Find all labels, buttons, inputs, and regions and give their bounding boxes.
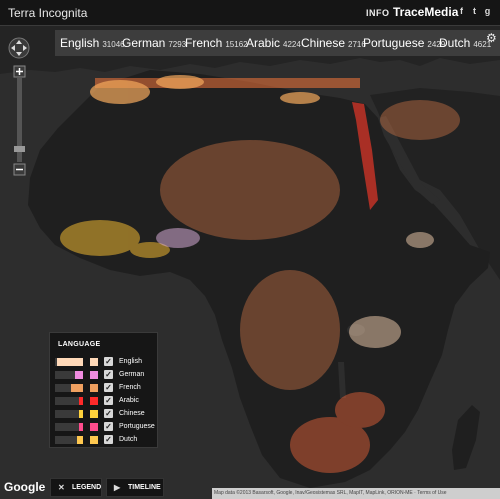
language-filter-english[interactable]: English 31046: [60, 36, 125, 50]
language-filter-german[interactable]: German 7293: [122, 36, 187, 50]
legend-color-swatch: [90, 423, 98, 431]
legend-panel: LANGUAGE ✓ English ✓ German ✓ French ✓ Arabic ✓ C…: [49, 332, 158, 448]
legend-item-french[interactable]: ✓ French: [55, 383, 155, 393]
language-filter-portuguese[interactable]: Portuguese 2429: [363, 36, 446, 50]
legend-label: Dutch: [119, 436, 138, 443]
language-filter-arabic[interactable]: Arabic 4224: [246, 36, 301, 50]
west-africa-cluster: [60, 220, 170, 258]
lake-tanganyika: [338, 362, 346, 398]
legend-swatch-track: [55, 371, 83, 379]
tweet-density-layer: [60, 75, 460, 473]
legend-swatch: [79, 410, 83, 418]
close-icon: ✕: [58, 483, 65, 492]
legend-swatch-track: [55, 397, 83, 405]
zoom-control: [8, 37, 30, 176]
legend-checkbox[interactable]: ✓: [104, 383, 113, 392]
legend-item-chinese[interactable]: ✓ Chinese: [55, 409, 155, 419]
facebook-icon[interactable]: f: [460, 6, 463, 16]
legend-swatch: [75, 371, 83, 379]
legend-checkbox[interactable]: ✓: [104, 422, 113, 431]
legend-button[interactable]: ✕ LEGEND: [50, 478, 102, 497]
legend-swatch-track: [55, 384, 83, 392]
zoom-slider-handle[interactable]: [14, 146, 25, 152]
info-link[interactable]: INFO: [366, 8, 390, 18]
lake-victoria: [347, 324, 365, 336]
top-bar: Terra Incognita INFO TraceMedia f t g: [0, 0, 500, 26]
legend-swatch: [79, 423, 83, 431]
legend-swatch: [71, 384, 83, 392]
legend-label: French: [119, 384, 141, 391]
legend-item-english[interactable]: ✓ English: [55, 357, 155, 367]
legend-checkbox[interactable]: ✓: [104, 435, 113, 444]
legend-swatch: [57, 358, 83, 366]
madagascar-landmass: [452, 405, 480, 470]
brand-logo[interactable]: TraceMedia: [393, 5, 459, 19]
southern-africa-cluster: [290, 392, 385, 473]
language-filter-french[interactable]: French 15162: [185, 36, 248, 50]
gear-icon[interactable]: ⚙: [486, 31, 497, 45]
zoom-slider-track[interactable]: [17, 78, 22, 162]
legend-swatch-track: [55, 423, 83, 431]
legend-color-swatch: [90, 397, 98, 405]
legend-checkbox[interactable]: ✓: [104, 357, 113, 366]
legend-swatch-track: [55, 436, 83, 444]
legend-item-german[interactable]: ✓ German: [55, 370, 155, 380]
legend-item-portuguese[interactable]: ✓ Portuguese: [55, 422, 155, 432]
legend-swatch: [79, 397, 83, 405]
play-icon: ▶: [114, 483, 121, 492]
legend-color-swatch: [90, 436, 98, 444]
zoom-out-button[interactable]: [13, 163, 26, 176]
maghreb-cluster: [90, 75, 320, 104]
middle-east-landmass: [370, 88, 500, 280]
legend-item-arabic[interactable]: ✓ Arabic: [55, 396, 155, 406]
legend-color-swatch: [90, 410, 98, 418]
google-plus-icon[interactable]: g: [484, 6, 491, 16]
north-coast-cluster: [95, 78, 360, 88]
legend-checkbox[interactable]: ✓: [104, 370, 113, 379]
east-africa-cluster: [349, 232, 434, 348]
google-logo: Google: [4, 480, 46, 494]
language-filter-chinese[interactable]: Chinese 2716: [301, 36, 366, 50]
interior-cluster: [160, 100, 460, 390]
red-sea: [378, 116, 440, 204]
zoom-in-button[interactable]: [13, 65, 26, 78]
legend-label: Arabic: [119, 397, 139, 404]
legend-color-swatch: [90, 384, 98, 392]
legend-label: Portuguese: [119, 423, 155, 430]
legend-checkbox[interactable]: ✓: [104, 396, 113, 405]
legend-label: English: [119, 358, 142, 365]
twitter-icon[interactable]: t: [473, 6, 476, 16]
app-title: Terra Incognita: [8, 6, 88, 20]
legend-color-swatch: [90, 371, 98, 379]
pan-control[interactable]: [8, 37, 30, 59]
language-bar: English 31046 German 7293 French 15162 Arab…: [55, 30, 500, 56]
legend-label: Chinese: [119, 410, 145, 417]
legend-label: German: [119, 371, 145, 378]
legend-color-swatch: [90, 358, 98, 366]
nigeria-cluster: [156, 228, 200, 248]
timeline-button[interactable]: ▶ TIMELINE: [106, 478, 164, 497]
language-filter-dutch[interactable]: Dutch 4621: [439, 36, 492, 50]
nile-cluster: [352, 102, 378, 210]
legend-item-dutch[interactable]: ✓ Dutch: [55, 435, 155, 445]
legend-checkbox[interactable]: ✓: [104, 409, 113, 418]
map-attribution[interactable]: Map data ©2013 Basarsoft, Google, Inav/G…: [212, 488, 500, 499]
legend-swatch: [77, 436, 83, 444]
legend-swatch-track: [55, 410, 83, 418]
legend-title: LANGUAGE: [58, 341, 101, 348]
